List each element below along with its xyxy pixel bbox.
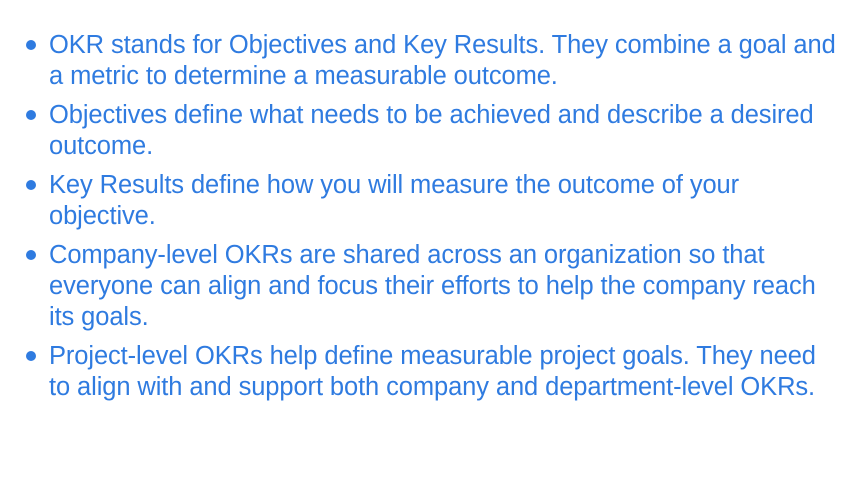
bullet-icon [26,180,36,190]
list-item: OKR stands for Objectives and Key Result… [22,30,842,92]
bullet-list: OKR stands for Objectives and Key Result… [22,30,842,411]
bullet-text: Project-level OKRs help define measurabl… [49,342,816,401]
bullet-text: Objectives define what needs to be achie… [49,101,814,160]
bullet-text: OKR stands for Objectives and Key Result… [49,31,836,90]
list-item: Key Results define how you will measure … [22,170,842,232]
list-item: Company-level OKRs are shared across an … [22,240,842,333]
list-item: Project-level OKRs help define measurabl… [22,341,842,403]
bullet-text: Key Results define how you will measure … [49,171,740,230]
bullet-text: Company-level OKRs are shared across an … [49,241,816,331]
bullet-icon [26,110,36,120]
list-item: Objectives define what needs to be achie… [22,100,842,162]
bullet-icon [26,351,36,361]
bullet-icon [26,40,36,50]
bullet-icon [26,250,36,260]
